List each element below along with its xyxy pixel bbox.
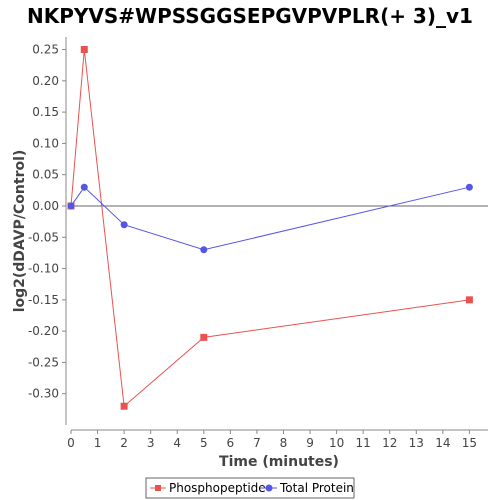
y-tick-label: -0.30	[28, 387, 59, 401]
y-tick-label: 0.05	[32, 168, 59, 182]
y-tick-label: -0.20	[28, 324, 59, 338]
series-line-phosphopeptide	[70, 49, 470, 408]
y-tick-label: 0.25	[32, 43, 59, 57]
series-layer	[67, 46, 473, 410]
x-axis-title: Time (minutes)	[219, 454, 339, 470]
y-tick-label: 0.15	[32, 105, 59, 119]
legend-item-phosphopeptide: Phosphopeptide	[150, 481, 266, 495]
legend-label-total-protein: Total Protein	[279, 481, 354, 495]
y-tick-label: -0.05	[28, 230, 59, 244]
x-tick-label: 6	[227, 436, 235, 450]
y-axis-title: log2(dDAVP/Control)	[12, 150, 28, 313]
x-tick-label: 14	[435, 436, 450, 450]
x-tick-label: 11	[356, 436, 371, 450]
y-tick-label: -0.10	[28, 262, 59, 276]
legend-marker-phosphopeptide	[155, 485, 161, 491]
legend-label-phosphopeptide: Phosphopeptide	[169, 481, 266, 495]
y-tick-label: -0.25	[28, 355, 59, 369]
x-tick-label: 10	[329, 436, 344, 450]
y-tick-label: 0.10	[32, 136, 59, 150]
y-axis-ticks: 0.25 0.20 0.15 0.10 0.05 0.00 -0.05 -0.10 -0.15 -…	[28, 43, 66, 401]
series-line-total-protein	[70, 186, 470, 251]
x-tick-label: 4	[173, 436, 181, 450]
x-tick-label: 7	[253, 436, 261, 450]
legend-marker-total-protein	[265, 484, 273, 492]
y-tick-label: 0.00	[32, 199, 59, 213]
data-point-total-protein	[465, 183, 473, 191]
y-tick-label: 0.20	[32, 74, 59, 88]
data-point-total-protein	[120, 221, 128, 229]
x-tick-label: 9	[306, 436, 314, 450]
x-tick-label: 13	[409, 436, 424, 450]
data-point-total-protein	[200, 246, 208, 254]
chart-title: NKPYVS#WPSSGGSEPGVPVPLR(+ 3)_v1	[27, 4, 473, 28]
y-tick-label: -0.15	[28, 293, 59, 307]
legend-box	[145, 477, 355, 499]
x-tick-label: 2	[120, 436, 128, 450]
x-tick-label: 0	[67, 436, 75, 450]
data-point-phosphopeptide	[465, 296, 473, 304]
x-tick-label: 12	[382, 436, 397, 450]
data-point-phosphopeptide	[80, 46, 88, 54]
data-point-total-protein	[80, 183, 88, 191]
x-tick-label: 1	[94, 436, 102, 450]
data-point-phosphopeptide	[120, 402, 128, 410]
data-point-phosphopeptide	[200, 333, 208, 341]
legend-item-total-protein: Total Protein	[261, 481, 354, 495]
data-point-total-protein	[67, 202, 75, 210]
x-axis-ticks: 0 1 2 3 4 5 6 7 8 9 10 11 12 13 14 15	[67, 430, 477, 450]
x-tick-label: 8	[280, 436, 288, 450]
legend: Phosphopeptide Total Protein	[145, 477, 355, 499]
plot-frame	[65, 37, 488, 431]
x-tick-label: 15	[462, 436, 477, 450]
x-tick-label: 3	[147, 436, 155, 450]
x-tick-label: 5	[200, 436, 208, 450]
